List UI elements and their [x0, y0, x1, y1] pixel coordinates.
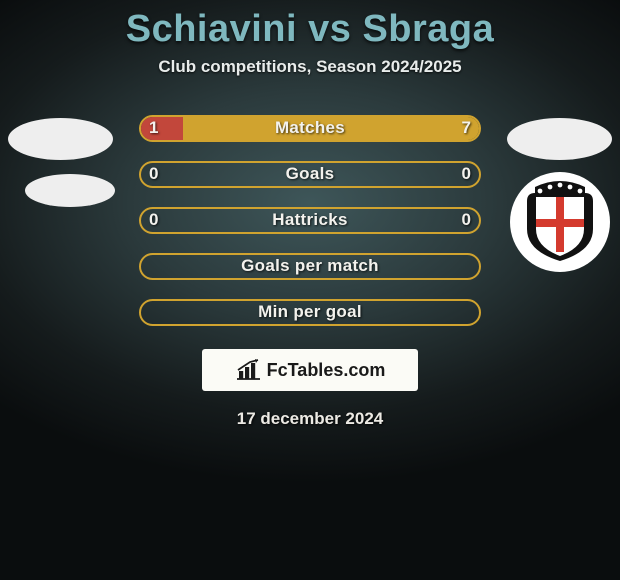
page-title: Schiavini vs Sbraga [0, 8, 620, 51]
bar-right-fill [183, 117, 479, 140]
stat-label: Goals [141, 163, 479, 186]
stat-value-right: 0 [437, 209, 471, 232]
stat-bar: 0 0Hattricks [139, 207, 481, 234]
stat-label: Goals per match [141, 255, 479, 278]
player-left-badge [8, 118, 113, 160]
stat-value-left [149, 301, 183, 324]
stat-label: Hattricks [141, 209, 479, 232]
club-crest [510, 172, 610, 272]
watermark-text: FcTables.com [267, 360, 386, 381]
stat-label: Min per goal [141, 301, 479, 324]
stat-bar: Goals per match [139, 253, 481, 280]
stat-value-right: 0 [437, 163, 471, 186]
player-left-badge-2 [25, 174, 115, 207]
stat-bar: 0 0Goals [139, 161, 481, 188]
stat-value-left: 0 [149, 163, 183, 186]
stat-value-right [437, 301, 471, 324]
player-right-badge [507, 118, 612, 160]
stat-value-right [437, 255, 471, 278]
date-text: 17 december 2024 [0, 409, 620, 429]
stat-bar: 17Matches [139, 115, 481, 142]
watermark: FcTables.com [202, 349, 418, 391]
subtitle: Club competitions, Season 2024/2025 [0, 57, 620, 77]
stat-value-left: 1 [149, 117, 183, 140]
stat-value-left [149, 255, 183, 278]
chart-icon [235, 359, 261, 381]
stat-value-left: 0 [149, 209, 183, 232]
stat-bar: Min per goal [139, 299, 481, 326]
stat-row: Min per goal [0, 289, 620, 335]
stat-value-right: 7 [437, 117, 471, 140]
shield-icon [525, 181, 595, 263]
